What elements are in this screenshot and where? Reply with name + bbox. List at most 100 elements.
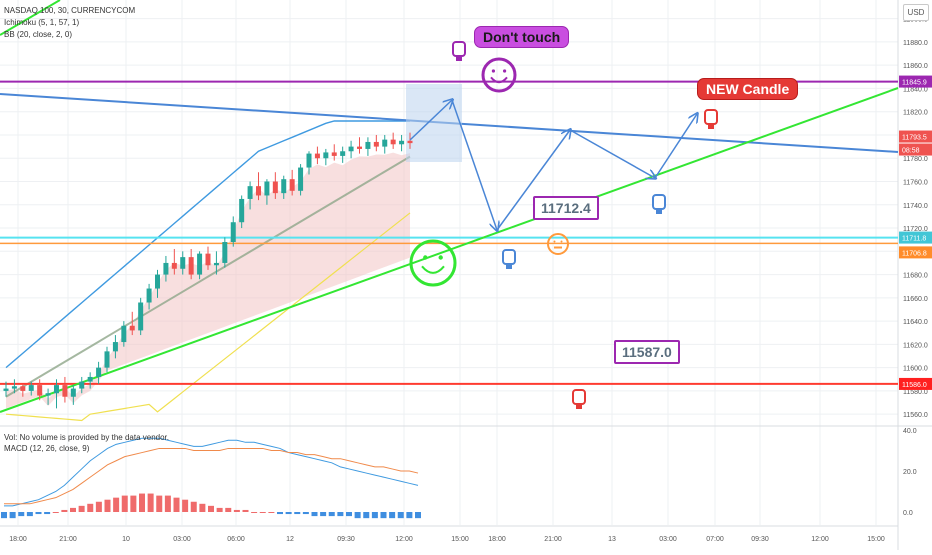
candle-body[interactable]: [180, 257, 186, 269]
bb-upper-band[interactable]: [5, 120, 410, 369]
level-callout-11587[interactable]: 11587.0: [614, 340, 680, 364]
candle-body[interactable]: [365, 141, 371, 149]
macd-histogram-bar[interactable]: [406, 512, 413, 519]
projection-arrow[interactable]: [409, 100, 452, 141]
macd-histogram-bar[interactable]: [26, 512, 33, 517]
currency-selector[interactable]: USD: [903, 4, 929, 21]
macd-histogram-bar[interactable]: [311, 512, 318, 517]
price-tag-current[interactable]: [899, 130, 932, 143]
macd-histogram-bar[interactable]: [346, 512, 352, 517]
candle-body[interactable]: [121, 325, 127, 343]
macd-histogram-bar[interactable]: [87, 503, 94, 512]
price-tag-red[interactable]: [899, 377, 932, 390]
macd-histogram-bar[interactable]: [233, 509, 240, 512]
candle-body[interactable]: [70, 388, 76, 397]
macd-histogram-bar[interactable]: [18, 512, 25, 517]
ichimoku-base-line[interactable]: [5, 155, 411, 398]
bb-legend[interactable]: BB (20, close, 2, 0): [4, 30, 73, 39]
projection-arrow[interactable]: [496, 130, 570, 231]
candle-body[interactable]: [112, 342, 118, 352]
candle-body[interactable]: [281, 179, 287, 194]
candle-body[interactable]: [129, 325, 135, 331]
candle-body[interactable]: [222, 242, 228, 263]
macd-histogram-bar[interactable]: [371, 512, 378, 519]
candle-body[interactable]: [104, 351, 110, 368]
candle-body[interactable]: [382, 139, 388, 147]
candle-body[interactable]: [213, 262, 219, 266]
macd-histogram-bar[interactable]: [130, 495, 137, 512]
candle-body[interactable]: [155, 274, 160, 289]
candle-body[interactable]: [306, 153, 312, 168]
candle-body[interactable]: [171, 262, 177, 269]
candle-body[interactable]: [247, 186, 253, 199]
macd-histogram-bar[interactable]: [415, 512, 421, 519]
candle-body[interactable]: [138, 302, 144, 331]
candle-body[interactable]: [62, 385, 68, 397]
macd-histogram-bar[interactable]: [95, 501, 102, 512]
macd-histogram-bar[interactable]: [251, 512, 258, 513]
macd-histogram-bar[interactable]: [354, 512, 361, 519]
macd-histogram-bar[interactable]: [182, 499, 189, 512]
price-tag-top[interactable]: [899, 75, 932, 88]
macd-histogram-bar[interactable]: [190, 501, 197, 512]
price-tag-orange[interactable]: [899, 246, 932, 259]
candle-body[interactable]: [390, 139, 396, 145]
macd-histogram-bar[interactable]: [216, 507, 223, 512]
macd-histogram-bar[interactable]: [78, 505, 85, 512]
new-candle-callout[interactable]: NEW Candle: [697, 78, 799, 100]
level-callout-11712[interactable]: 11712.4: [533, 196, 599, 220]
macd-histogram-bar[interactable]: [113, 497, 120, 512]
macd-histogram-bar[interactable]: [320, 512, 327, 517]
macd-histogram-bar[interactable]: [61, 509, 68, 512]
candle-body[interactable]: [188, 257, 194, 275]
candle-body[interactable]: [357, 146, 362, 149]
macd-legend[interactable]: MACD (12, 26, close, 9): [4, 444, 90, 453]
symbol-legend[interactable]: NASDAQ 100, 30, CURRENCYCOM: [4, 6, 136, 15]
macd-histogram-bar[interactable]: [52, 512, 59, 513]
macd-histogram-bar[interactable]: [328, 512, 335, 517]
macd-histogram-bar[interactable]: [9, 512, 16, 519]
candle-body[interactable]: [399, 140, 405, 145]
macd-histogram-bar[interactable]: [44, 512, 51, 515]
candle-body[interactable]: [20, 386, 26, 391]
macd-histogram-bar[interactable]: [121, 495, 128, 512]
candle-body[interactable]: [96, 367, 102, 377]
price-tag-cyan[interactable]: [899, 231, 932, 244]
macd-histogram-bar[interactable]: [397, 512, 404, 519]
candle-body[interactable]: [256, 186, 261, 196]
candle-body[interactable]: [37, 385, 43, 396]
projection-arrow[interactable]: [451, 99, 497, 230]
dont-touch-callout[interactable]: Don't touch: [474, 26, 570, 48]
macd-histogram-bar[interactable]: [35, 512, 42, 515]
macd-histogram-bar[interactable]: [294, 512, 301, 515]
ichimoku-span-line[interactable]: [5, 212, 411, 422]
candle-body[interactable]: [230, 222, 236, 243]
candle-body[interactable]: [79, 381, 85, 389]
projection-arrow[interactable]: [654, 114, 697, 179]
candle-body[interactable]: [54, 385, 59, 394]
macd-histogram-bar[interactable]: [389, 512, 396, 519]
macd-histogram-bar[interactable]: [268, 512, 275, 513]
macd-histogram-bar[interactable]: [337, 512, 344, 517]
macd-histogram-bar[interactable]: [302, 512, 309, 515]
candle-body[interactable]: [3, 388, 9, 391]
vol-legend[interactable]: Vol: No volume is provided by the data v…: [4, 433, 169, 442]
projection-arrow[interactable]: [569, 129, 655, 178]
macd-histogram-bar[interactable]: [285, 512, 292, 515]
macd-line[interactable]: [4, 437, 419, 507]
macd-histogram-bar[interactable]: [277, 512, 283, 515]
candle-body[interactable]: [323, 152, 329, 159]
candle-body[interactable]: [331, 152, 337, 156]
candle-body[interactable]: [314, 153, 320, 159]
macd-histogram-bar[interactable]: [173, 497, 180, 512]
candle-body[interactable]: [45, 393, 51, 396]
candle-body[interactable]: [146, 288, 152, 303]
macd-histogram-bar[interactable]: [242, 509, 249, 512]
support-trendline-upper[interactable]: [0, 0, 61, 36]
candle-body[interactable]: [11, 386, 17, 389]
macd-histogram-bar[interactable]: [1, 512, 7, 519]
candle-body[interactable]: [272, 181, 278, 194]
candle-body[interactable]: [298, 167, 304, 191]
macd-signal-line[interactable]: [4, 447, 419, 505]
